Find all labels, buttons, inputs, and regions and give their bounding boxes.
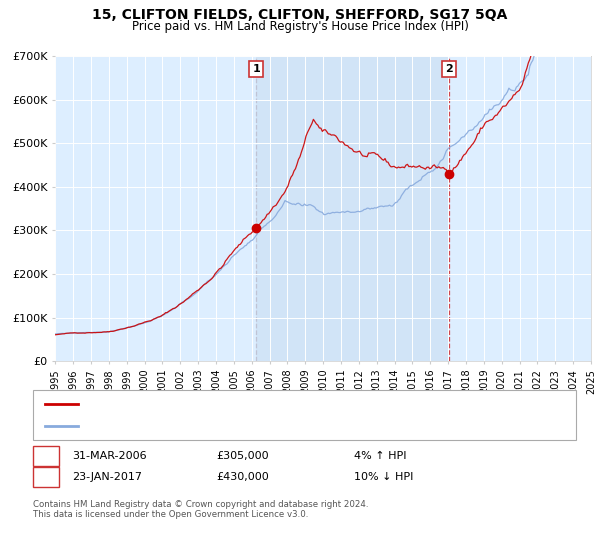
Text: HPI: Average price, detached house, Central Bedfordshire: HPI: Average price, detached house, Cent…	[84, 421, 365, 431]
Text: £430,000: £430,000	[216, 472, 269, 482]
Text: 1: 1	[42, 451, 50, 461]
Text: 2: 2	[42, 472, 50, 482]
Text: 10% ↓ HPI: 10% ↓ HPI	[354, 472, 413, 482]
Bar	[256, 56, 449, 361]
Text: 1: 1	[252, 64, 260, 74]
Text: £305,000: £305,000	[216, 451, 269, 461]
Text: 4% ↑ HPI: 4% ↑ HPI	[354, 451, 407, 461]
Text: Price paid vs. HM Land Registry's House Price Index (HPI): Price paid vs. HM Land Registry's House …	[131, 20, 469, 32]
Text: 15, CLIFTON FIELDS, CLIFTON, SHEFFORD, SG17 5QA (detached house): 15, CLIFTON FIELDS, CLIFTON, SHEFFORD, S…	[84, 399, 433, 409]
Text: 23-JAN-2017: 23-JAN-2017	[72, 472, 142, 482]
Text: 15, CLIFTON FIELDS, CLIFTON, SHEFFORD, SG17 5QA: 15, CLIFTON FIELDS, CLIFTON, SHEFFORD, S…	[92, 8, 508, 22]
Text: 31-MAR-2006: 31-MAR-2006	[72, 451, 146, 461]
Text: Contains HM Land Registry data © Crown copyright and database right 2024.
This d: Contains HM Land Registry data © Crown c…	[33, 500, 368, 519]
Text: 2: 2	[445, 64, 453, 74]
